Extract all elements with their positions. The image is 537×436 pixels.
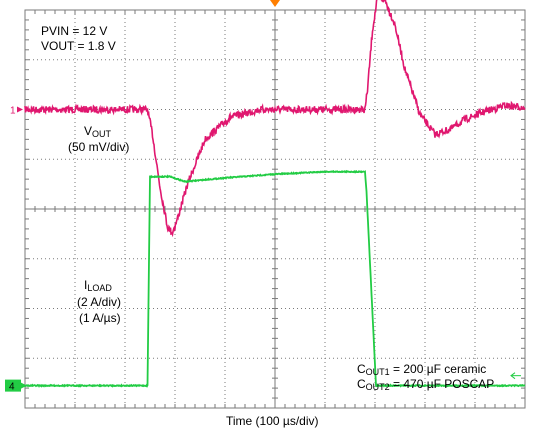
pvin-label: PVIN = 12 V xyxy=(41,24,108,38)
vout-trace xyxy=(24,0,526,238)
vout-channel-name: VOUT xyxy=(84,124,111,141)
trigger-level-arrow-icon xyxy=(510,372,516,380)
channel-1-arrow-icon xyxy=(17,106,23,113)
cout2-letter: C xyxy=(357,377,366,391)
vout-scale-label: (50 mV/div) xyxy=(68,140,130,154)
cout1-value: = 200 µF ceramic xyxy=(389,362,487,376)
x-axis-label: Time (100 µs/div) xyxy=(226,414,319,428)
iload-channel-subscript: LOAD xyxy=(87,283,112,293)
cout2-value: = 470 µF POSCAP xyxy=(389,377,495,391)
cout1-label: COUT1 = 200 µF ceramic xyxy=(357,362,486,379)
cout1-letter: C xyxy=(357,362,366,376)
cout1-subscript: OUT1 xyxy=(365,367,390,377)
iload-scale-label: (2 A/div) xyxy=(77,295,122,309)
trigger-position-icon xyxy=(270,0,280,7)
vout-channel-letter: V xyxy=(84,124,93,138)
cout2-label: COUT2 = 470 µF POSCAP xyxy=(357,377,494,394)
cout2-subscript: OUT2 xyxy=(365,382,390,392)
iload-channel-name: ILOAD xyxy=(84,278,112,295)
channel-1-marker: 1 xyxy=(10,106,16,117)
iload-slew-label: (1 A/µs) xyxy=(79,311,121,325)
vout-setpoint-label: VOUT = 1.8 V xyxy=(41,39,116,53)
channel-4-marker-box xyxy=(5,379,21,392)
channel-4-marker: 4 xyxy=(9,382,15,393)
vout-channel-subscript: OUT xyxy=(92,129,112,139)
graticule xyxy=(24,9,526,409)
iload-channel-letter: I xyxy=(84,278,88,292)
channel-4-arrow-icon xyxy=(21,382,27,389)
iload-trace xyxy=(24,169,526,388)
channel-markers: 14 xyxy=(5,0,521,393)
